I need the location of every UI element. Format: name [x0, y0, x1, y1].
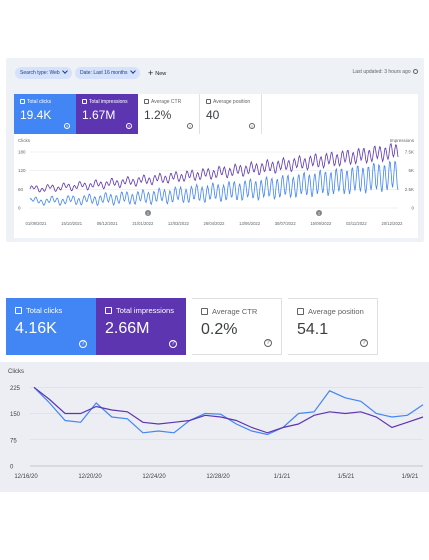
y-tick-label: 75 — [10, 438, 17, 444]
annotation-marker[interactable]: 1 — [316, 210, 322, 216]
x-tick-label: 30/07/2022 — [275, 221, 297, 226]
svg-text:1: 1 — [318, 211, 321, 216]
x-tick-label: 26/04/2022 — [204, 221, 226, 226]
performance-chart-daily: Clicks 0 75 150 225 12/16/20 12/20/20 12/24/2… — [8, 369, 424, 480]
y-tick-label: 225 — [10, 386, 21, 392]
metric-label: Average CTR — [151, 99, 182, 105]
new-filter-button[interactable]: + New — [148, 68, 166, 79]
x-tick-label: 12/20/20 — [78, 474, 102, 480]
x-tick-label: 12/16/20 — [14, 474, 38, 480]
metric-label: Average CTR — [212, 307, 258, 316]
x-tick-label: 06/12/2021 — [97, 221, 119, 226]
help-icon[interactable]: ? — [126, 123, 132, 129]
metric-value: 40 — [206, 108, 220, 122]
checkbox-checked-icon[interactable] — [20, 99, 25, 104]
filter-chip-label: Search type: Web — [20, 70, 60, 76]
performance-card: Total clicks 19.4K ? Total impressions 1… — [14, 94, 418, 238]
x-tick-label: 12/03/2022 — [168, 221, 190, 226]
metric-card-total-clicks[interactable]: Total clicks 4.16K ? — [6, 298, 96, 355]
performance-chart-16-months: Clicks Impressions 180 120 60 0 7.5K 5K 2.5K 0… — [18, 138, 415, 226]
x-tick-label: 1/9/21 — [402, 474, 419, 480]
metric-card-total-impressions[interactable]: Total impressions 1.67M ? — [76, 94, 138, 134]
checkbox-unchecked-icon[interactable] — [144, 99, 149, 104]
x-tick-label: 15/09/2022 — [310, 221, 332, 226]
annotation-marker[interactable]: 1 — [145, 210, 151, 216]
x-tick-label: 21/01/2022 — [132, 221, 154, 226]
x-tick-label: 12/24/20 — [142, 474, 166, 480]
left-tick-label: 180 — [18, 150, 26, 155]
filter-chip-search-type[interactable]: Search type: Web — [15, 67, 72, 79]
new-label: New — [155, 71, 167, 77]
metric-card-average-ctr[interactable]: Average CTR 0.2% ? — [192, 298, 282, 355]
impressions-line — [33, 386, 424, 434]
checkbox-unchecked-icon[interactable] — [201, 308, 208, 315]
metric-value: 0.2% — [201, 321, 238, 338]
plus-icon: + — [148, 68, 154, 78]
svg-text:1: 1 — [147, 211, 150, 216]
help-icon[interactable]: ? — [79, 340, 87, 348]
left-axis-title: Clicks — [18, 138, 31, 143]
help-icon[interactable] — [413, 69, 418, 74]
help-icon[interactable]: ? — [64, 123, 70, 129]
metric-value: 1.2% — [144, 108, 172, 122]
help-icon[interactable]: ? — [264, 339, 272, 347]
checkbox-unchecked-icon[interactable] — [297, 308, 304, 315]
x-tick-label: 12/28/20 — [206, 474, 230, 480]
metric-card-average-ctr[interactable]: Average CTR 1.2% ? — [138, 94, 200, 134]
y-tick-label: 0 — [10, 465, 14, 471]
filter-chip-label: Date: Last 16 months — [80, 70, 128, 76]
metric-value: 2.66M — [105, 320, 150, 337]
checkbox-checked-icon[interactable] — [105, 307, 112, 314]
metric-value: 1.67M — [82, 108, 116, 122]
left-tick-label: 120 — [18, 168, 26, 173]
edit-icon — [129, 68, 136, 74]
metric-label: Total impressions — [116, 306, 174, 315]
filter-chip-date[interactable]: Date: Last 16 months — [75, 67, 140, 79]
metric-label: Average position — [213, 99, 251, 105]
metric-label: Total clicks — [26, 306, 63, 315]
help-icon[interactable]: ? — [360, 339, 368, 347]
checkbox-unchecked-icon[interactable] — [206, 99, 211, 104]
x-tick-label: 02/11/2022 — [346, 221, 367, 226]
metric-value: 4.16K — [15, 320, 57, 337]
help-icon[interactable]: ? — [187, 123, 193, 129]
metric-card-total-impressions[interactable]: Total impressions 2.66M ? — [96, 298, 186, 355]
metric-label: Total impressions — [89, 99, 128, 105]
x-tick-label: 13/06/2022 — [239, 221, 261, 226]
clicks-line — [29, 160, 399, 207]
metric-value: 54.1 — [297, 321, 329, 338]
x-tick-label: 01/09/2021 — [26, 221, 48, 226]
y-tick-label: 150 — [10, 412, 21, 418]
chart-background — [0, 362, 429, 492]
metric-card-total-clicks[interactable]: Total clicks 19.4K ? — [14, 94, 76, 134]
left-tick-label: 0 — [18, 206, 21, 211]
help-icon[interactable]: ? — [249, 123, 255, 129]
right-tick-label: 0 — [411, 206, 414, 211]
help-icon[interactable]: ? — [169, 340, 177, 348]
last-updated-text: Last updated: 3 hours ago — [352, 69, 411, 75]
right-tick-label: 5K — [408, 168, 414, 173]
x-tick-label: 1/1/21 — [274, 474, 291, 480]
edit-icon — [61, 68, 68, 74]
y-axis-title: Clicks — [8, 369, 24, 375]
filter-bar: Search type: Web Date: Last 16 months + N… — [6, 58, 424, 88]
right-tick-label: 2.5K — [405, 187, 414, 192]
search-console-panel-1: Search type: Web Date: Last 16 months + N… — [6, 58, 424, 242]
clicks-line — [33, 386, 424, 436]
x-tick-label: 1/5/21 — [338, 474, 355, 480]
metric-label: Total clicks — [27, 99, 52, 105]
x-tick-label: 20/12/2022 — [382, 221, 404, 226]
right-tick-label: 7.5K — [405, 150, 414, 155]
checkbox-checked-icon[interactable] — [15, 307, 22, 314]
checkbox-checked-icon[interactable] — [82, 99, 87, 104]
metric-card-average-position[interactable]: Average position 54.1 ? — [288, 298, 378, 355]
metric-label: Average position — [308, 307, 364, 316]
impressions-line — [29, 143, 399, 193]
last-updated: Last updated: 3 hours ago — [352, 69, 418, 75]
x-tick-label: 15/10/2021 — [61, 221, 83, 226]
left-tick-label: 60 — [18, 187, 24, 192]
metric-value: 19.4K — [20, 108, 52, 122]
metric-card-average-position[interactable]: Average position 40 ? — [200, 94, 262, 134]
right-axis-title: Impressions — [390, 138, 415, 143]
